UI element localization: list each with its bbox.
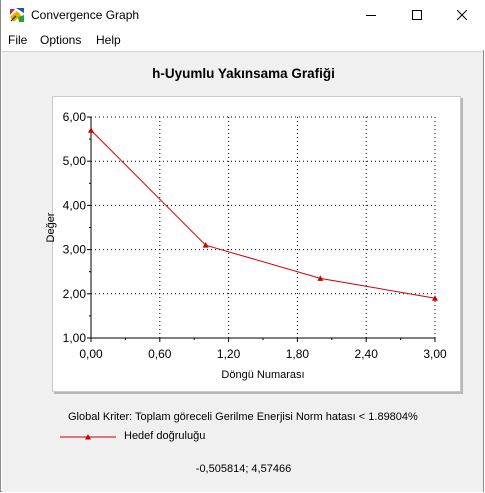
- x-tick-label: 2,40: [355, 347, 379, 361]
- x-tick-label: 3,00: [423, 347, 447, 361]
- y-tick-label: 5,00: [63, 154, 87, 168]
- menu-options[interactable]: Options: [40, 33, 82, 47]
- y-tick-label: 3,00: [63, 243, 87, 257]
- close-icon: [457, 10, 467, 20]
- criterion-text: Global Kriter: Toplam göreceli Gerilme E…: [68, 411, 418, 423]
- close-button[interactable]: [439, 0, 485, 30]
- x-tick-label: 1,80: [286, 347, 310, 361]
- y-tick-label: 4,00: [63, 198, 87, 212]
- legend-series-label: Hedef doğruluğu: [124, 430, 206, 442]
- data-point: [202, 242, 209, 248]
- maximize-button[interactable]: [394, 0, 440, 30]
- x-tick-label: 0,00: [79, 347, 103, 361]
- y-tick-label: 2,00: [63, 287, 87, 301]
- y-axis-label: Değer: [45, 212, 57, 242]
- x-axis-label: Döngü Numarası: [221, 369, 304, 381]
- convergence-app-icon[interactable]: [9, 7, 25, 23]
- title-bar[interactable]: Convergence Graph: [1, 0, 485, 30]
- minimize-button[interactable]: [348, 0, 394, 30]
- minimize-icon: [366, 15, 376, 16]
- x-tick-label: 0,60: [148, 347, 172, 361]
- cursor-coordinates: -0,505814; 4,57466: [195, 463, 292, 475]
- data-point: [88, 127, 94, 133]
- x-tick-label: 1,20: [217, 347, 241, 361]
- window-title: Convergence Graph: [31, 8, 140, 22]
- chart-title: h-Uyumlu Yakınsama Grafiği: [152, 66, 335, 81]
- legend-series-swatch: [60, 434, 116, 440]
- data-point: [317, 275, 324, 281]
- plot-panel[interactable]: [52, 96, 461, 392]
- menu-help[interactable]: Help: [96, 33, 121, 47]
- y-tick-label: 6,00: [63, 110, 87, 124]
- y-tick-label: 1,00: [63, 331, 87, 345]
- menu-file[interactable]: File: [8, 33, 28, 47]
- data-point: [432, 295, 438, 301]
- menu-bar: File Options Help: [1, 30, 485, 50]
- series-line: [90, 129, 436, 299]
- maximize-icon: [412, 10, 422, 20]
